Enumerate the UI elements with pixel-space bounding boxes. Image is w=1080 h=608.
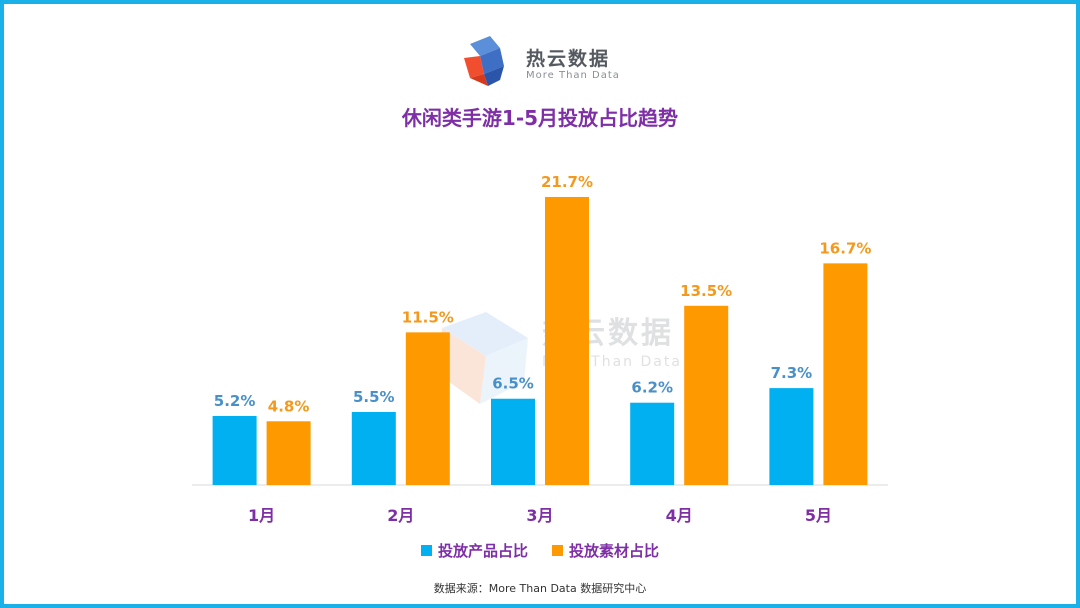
- data-source-note: 数据来源：More Than Data 数据研究中心: [433, 582, 647, 595]
- logo-name: 热云数据: [526, 48, 611, 70]
- data-label-material: 13.5%: [680, 282, 732, 300]
- bar-material: [266, 421, 311, 485]
- bar-material: [823, 263, 868, 485]
- logo-tagline: More Than Data: [526, 70, 620, 81]
- data-label-product: 6.2%: [631, 379, 673, 397]
- bar-material: [405, 332, 450, 485]
- legend-item-product: 投放产品占比: [420, 540, 528, 561]
- data-label-product: 7.3%: [771, 364, 813, 382]
- bar-product: [212, 415, 257, 485]
- legend-swatch-product: [420, 545, 432, 556]
- bar-product: [491, 398, 535, 485]
- bar-product: [351, 412, 396, 485]
- x-tick-label: 1月: [248, 506, 275, 525]
- bar-product: [769, 388, 814, 485]
- bar-product: [630, 402, 675, 485]
- x-tick-label: 4月: [666, 506, 693, 525]
- cube-logo-icon: [464, 36, 504, 86]
- x-tick-label: 2月: [387, 506, 414, 525]
- brand-logo: 热云数据 More Than Data: [460, 36, 630, 92]
- data-label-material: 21.7%: [541, 173, 593, 191]
- data-label-product: 5.5%: [353, 388, 395, 406]
- data-label-material: 4.8%: [268, 397, 310, 415]
- bar-material: [684, 305, 729, 485]
- x-tick-label: 3月: [526, 506, 553, 525]
- x-tick-label: 5月: [805, 506, 832, 525]
- legend-label-material: 投放素材占比: [569, 542, 660, 560]
- data-label-product: 6.5%: [492, 375, 534, 393]
- data-label-material: 11.5%: [402, 308, 454, 326]
- watermark-cube-icon: [438, 312, 528, 404]
- legend: 投放产品占比 投放素材占比: [0, 540, 1080, 561]
- data-label-material: 16.7%: [819, 239, 871, 257]
- legend-swatch-material: [552, 545, 563, 556]
- chart-title: 休闲类手游1-5月投放占比趋势: [401, 106, 679, 130]
- bar-material: [545, 196, 589, 485]
- legend-item-material: 投放素材占比: [552, 540, 659, 561]
- data-label-product: 5.2%: [214, 392, 256, 410]
- legend-label-product: 投放产品占比: [437, 542, 528, 560]
